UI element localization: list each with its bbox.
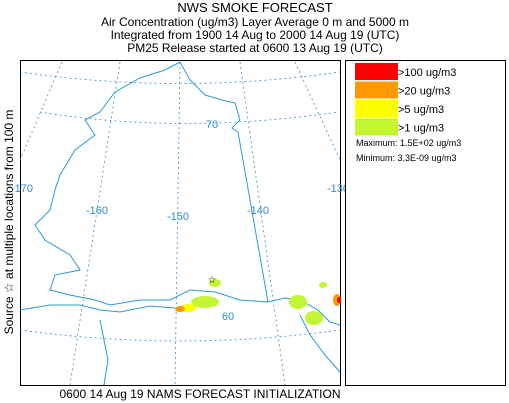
map-label: -160 xyxy=(86,205,108,217)
legend-minimum: Minimum: 3.3E-09 ug/m3 xyxy=(356,153,457,163)
source-star: ☆ xyxy=(208,275,217,286)
smoke-areas: ☆ xyxy=(175,275,341,325)
smoke-area xyxy=(175,306,185,312)
legend-swatch xyxy=(355,100,398,117)
legend-label: >100 ug/m3 xyxy=(398,67,456,79)
map-label: 60 xyxy=(222,311,234,323)
subtitle-line: Integrated from 1900 14 Aug to 2000 14 A… xyxy=(111,28,400,42)
meridian-line xyxy=(174,61,181,386)
map-frame xyxy=(20,60,341,386)
smoke-area xyxy=(319,282,327,288)
smoke-area xyxy=(209,279,221,287)
latitude-line xyxy=(39,111,339,124)
title: NWS SMOKE FORECAST xyxy=(177,0,332,15)
legend-label: >5 ug/m3 xyxy=(398,104,444,116)
subtitle-line: Air Concentration (ug/m3) Layer Average … xyxy=(101,15,409,29)
smoke-area xyxy=(191,296,219,308)
map-label: -150 xyxy=(167,211,189,223)
subtitle-line: PM25 Release started at 0600 13 Aug 19 (… xyxy=(127,41,382,55)
legend-label: >20 ug/m3 xyxy=(398,86,450,98)
coastline xyxy=(19,61,341,386)
legend-swatch xyxy=(355,118,398,136)
map-labels: -170 -160 -150 -140 -130 70 60 xyxy=(11,119,349,323)
legend-swatch xyxy=(355,63,398,80)
map-label: -130 xyxy=(327,183,349,195)
map-label: -170 xyxy=(11,183,33,195)
legend-maximum: Maximum: 1.5E+02 ug/m3 xyxy=(356,138,461,148)
legend-label: >1 ug/m3 xyxy=(398,123,444,135)
latitude-line xyxy=(19,329,341,342)
meridian-line xyxy=(239,61,286,386)
map-label: -140 xyxy=(247,205,269,217)
legend: >100 ug/m3 >20 ug/m3 >5 ug/m3 >1 ug/m3 xyxy=(355,63,456,136)
map-graticule xyxy=(19,61,341,386)
footer: 0600 14 Aug 19 NAMS FORECAST INITIALIZAT… xyxy=(60,387,341,401)
map-label: 70 xyxy=(206,119,218,131)
legend-swatch xyxy=(355,81,398,99)
smoke-area xyxy=(305,311,323,325)
smoke-area xyxy=(337,297,341,303)
smoke-area xyxy=(289,295,307,309)
source-note: Source ☆ at multiple locations from 100 … xyxy=(2,110,16,335)
